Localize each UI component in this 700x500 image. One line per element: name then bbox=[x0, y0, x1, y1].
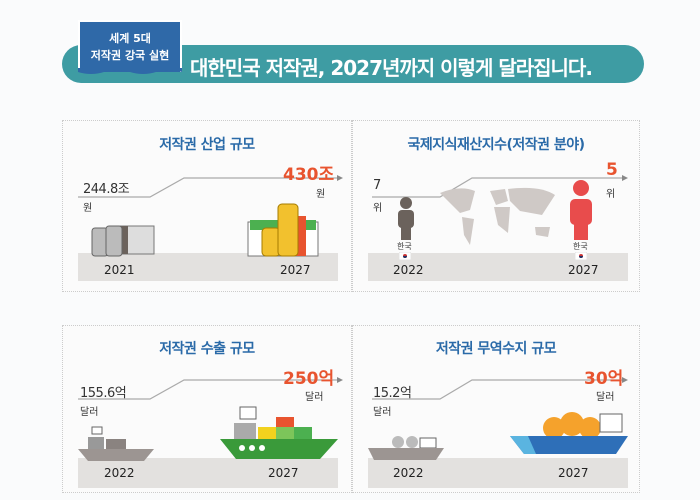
page-title: 대한민국 저작권, 2027년까지 이렇게 달라집니다. bbox=[190, 56, 593, 80]
from-year: 2021 bbox=[104, 263, 135, 277]
coins-cash-icon bbox=[91, 225, 155, 257]
money-bag-ship-icon bbox=[368, 436, 444, 460]
ground bbox=[78, 458, 338, 488]
from-value: 15.2억 bbox=[373, 386, 412, 401]
to-unit: 달러 bbox=[305, 392, 324, 403]
from-unit: 원 bbox=[83, 203, 93, 214]
world-map-icon bbox=[440, 187, 555, 245]
korea-flag-icon bbox=[399, 252, 411, 260]
badge: 세계 5대 저작권 강국 실현 bbox=[78, 20, 182, 72]
from-year: 2022 bbox=[393, 263, 424, 277]
to-year: 2027 bbox=[568, 263, 599, 277]
to-value: 5 bbox=[606, 160, 618, 180]
growth-arrow-icon bbox=[78, 377, 343, 400]
badge-line1: 세계 5대 bbox=[109, 32, 151, 45]
person-icon bbox=[570, 180, 592, 240]
from-unit: 위 bbox=[373, 203, 383, 214]
from-year: 2022 bbox=[104, 466, 135, 480]
panel-title: 국제지식재산지수(저작권 분야) bbox=[407, 137, 585, 153]
badge-line2: 저작권 강국 실현 bbox=[90, 49, 170, 62]
cargo-ship-icon bbox=[220, 406, 338, 459]
from-unit: 달러 bbox=[373, 407, 392, 418]
money-bag-ship-icon bbox=[510, 412, 628, 454]
from-value: 155.6억 bbox=[80, 386, 127, 401]
badge-wave-icon bbox=[78, 68, 182, 74]
to-unit: 위 bbox=[606, 189, 616, 200]
to-year: 2027 bbox=[268, 466, 299, 480]
to-value: 430조 bbox=[283, 165, 335, 185]
panel-title: 저작권 무역수지 규모 bbox=[435, 341, 557, 357]
coins-cash-icon bbox=[247, 203, 319, 257]
from-unit: 달러 bbox=[80, 407, 99, 418]
to-year: 2027 bbox=[558, 466, 589, 480]
to-value: 30억 bbox=[584, 369, 624, 389]
country-label: 한국 bbox=[573, 242, 588, 251]
to-unit: 달러 bbox=[596, 392, 615, 403]
to-unit: 원 bbox=[316, 189, 326, 200]
country-label: 한국 bbox=[397, 242, 412, 251]
growth-arrow-icon bbox=[372, 377, 628, 400]
from-year: 2022 bbox=[393, 466, 424, 480]
to-value: 250억 bbox=[283, 369, 335, 389]
panel-title: 저작권 수출 규모 bbox=[159, 341, 255, 357]
person-icon bbox=[398, 197, 414, 240]
cargo-ship-icon bbox=[78, 426, 154, 461]
growth-arrow-icon bbox=[78, 175, 343, 198]
panel-title: 저작권 산업 규모 bbox=[159, 137, 255, 153]
ground bbox=[78, 253, 338, 281]
from-value: 7 bbox=[373, 178, 381, 193]
ground bbox=[368, 458, 628, 488]
korea-flag-icon bbox=[575, 252, 587, 260]
from-value: 244.8조 bbox=[83, 182, 130, 197]
to-year: 2027 bbox=[280, 263, 311, 277]
